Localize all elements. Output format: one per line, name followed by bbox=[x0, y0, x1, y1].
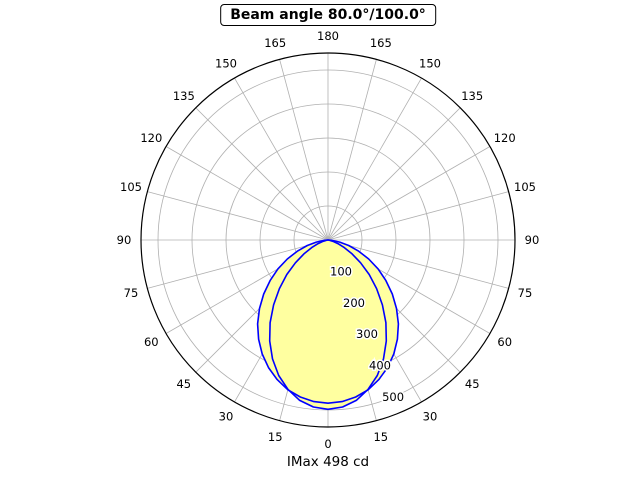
beam-curves bbox=[256, 239, 400, 411]
angle-tick-label: 120 bbox=[140, 131, 162, 145]
beam-curve-beam-plane-80deg bbox=[268, 239, 388, 411]
outer-circle bbox=[140, 52, 516, 428]
angle-tick-label: 45 bbox=[176, 377, 191, 391]
angle-tick-label: 60 bbox=[144, 335, 159, 349]
grid-spoke bbox=[327, 107, 461, 241]
grid-spoke bbox=[327, 191, 509, 241]
angle-tick-label: 75 bbox=[518, 286, 533, 300]
beam-fill-beam-plane-100deg bbox=[257, 240, 399, 404]
grid-spoke bbox=[327, 77, 422, 241]
grid-spoke bbox=[279, 59, 329, 241]
angle-tick-label: 60 bbox=[497, 335, 512, 349]
angle-tick-label: 90 bbox=[525, 233, 540, 247]
angle-tick-label: 120 bbox=[494, 131, 516, 145]
radial-tick-label: 500 bbox=[382, 390, 404, 404]
angle-tick-label: 75 bbox=[124, 286, 139, 300]
grid-spoke bbox=[195, 107, 329, 241]
angle-tick-label: 135 bbox=[173, 89, 195, 103]
beam-curve-beam-plane-100deg bbox=[256, 239, 400, 404]
beam-fills bbox=[257, 240, 399, 410]
angle-tick-label: 180 bbox=[317, 29, 339, 43]
chart-title: Beam angle 80.0°/100.0° bbox=[220, 4, 436, 26]
grid-spoke bbox=[327, 59, 377, 241]
angle-tick-label: 15 bbox=[373, 430, 388, 444]
angle-tick-label: 150 bbox=[419, 56, 441, 70]
angle-tick-label: 15 bbox=[268, 430, 283, 444]
angle-tick-label: 0 bbox=[324, 437, 331, 451]
angle-tick-label: 105 bbox=[514, 180, 536, 194]
tick-labels: 0 15 15 30 30 45 45 60 60 75 75 90 90 105 105 120 120 135… bbox=[117, 29, 540, 451]
grid-spoke bbox=[147, 191, 329, 241]
angle-tick-label: 30 bbox=[219, 410, 234, 424]
angle-tick-label: 90 bbox=[117, 233, 132, 247]
grid-spoke bbox=[327, 146, 491, 241]
angle-tick-label: 30 bbox=[423, 410, 438, 424]
grid-spoke bbox=[165, 146, 329, 241]
angle-tick-label: 45 bbox=[465, 377, 480, 391]
angle-tick-label: 150 bbox=[215, 56, 237, 70]
radial-tick-label: 100 bbox=[330, 264, 352, 278]
angle-tick-label: 135 bbox=[461, 89, 483, 103]
grid-spoke bbox=[147, 239, 329, 289]
grid-spoke bbox=[327, 239, 509, 289]
radial-tick-label: 400 bbox=[369, 359, 391, 373]
angle-tick-label: 105 bbox=[120, 180, 142, 194]
radial-tick-label: 300 bbox=[356, 327, 378, 341]
angle-tick-label: 165 bbox=[264, 36, 286, 50]
radial-tick-label: 200 bbox=[343, 296, 365, 310]
grid-spoke bbox=[234, 77, 329, 241]
imax-label: IMax 498 cd bbox=[286, 454, 370, 470]
angle-tick-label: 165 bbox=[370, 36, 392, 50]
